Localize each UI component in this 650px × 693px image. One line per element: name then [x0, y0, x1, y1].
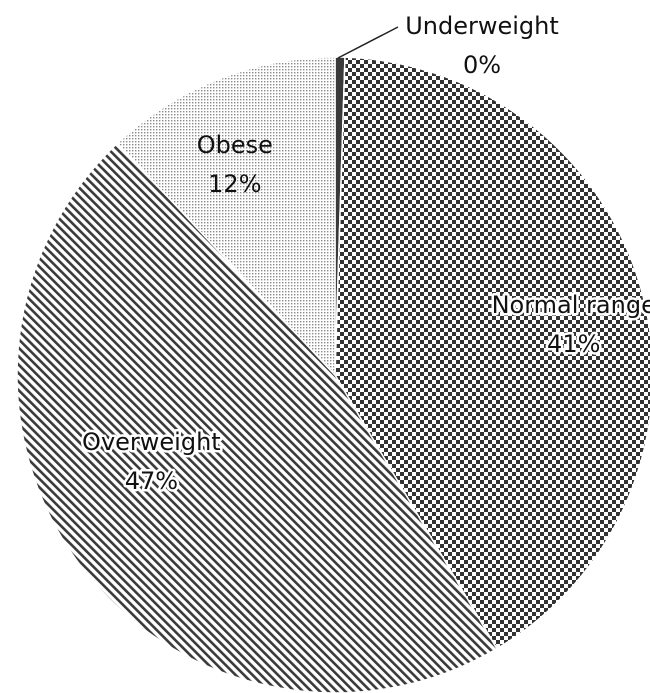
pie-slices — [16, 56, 650, 693]
slice-percent-obese: 12% — [208, 170, 261, 198]
slice-label-obese: Obese — [197, 131, 273, 159]
slice-percent-underweight: 0% — [463, 51, 501, 79]
slice-normal-range — [334, 56, 650, 650]
slice-label-normal-range: Normal range — [492, 291, 650, 319]
slice-percent-overweight: 47% — [125, 467, 178, 495]
slice-obese — [116, 56, 336, 377]
slice-label-overweight: Overweight — [82, 428, 221, 456]
slice-overweight — [16, 142, 498, 693]
slice-label-underweight: Underweight — [405, 12, 559, 40]
slice-percent-normal-range: 41% — [547, 330, 600, 358]
slice-labels: Underweight 0% Normal range 41% Overweight 47… — [80, 12, 650, 497]
underweight-leader-line — [337, 26, 399, 59]
